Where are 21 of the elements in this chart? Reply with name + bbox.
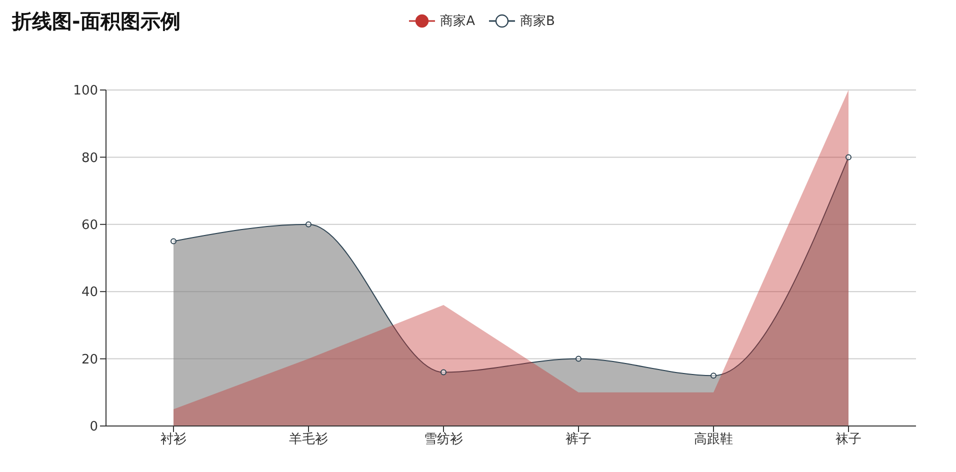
point [846,154,852,160]
x-tick-label: 衬衫 [160,432,186,448]
x-tick-label: 袜子 [836,432,862,448]
y-tick-label: 40 [81,285,98,300]
point [576,356,582,362]
x-tick-label: 雪纺衫 [424,432,463,448]
chart-title: 折线图-面积图示例 [12,8,180,35]
x-tick-label: 高跟鞋 [694,431,733,448]
point [170,238,176,244]
point [306,221,312,228]
point [440,369,446,376]
y-tick-label: 60 [81,218,98,234]
point [710,372,716,379]
x-tick-label: 羊毛衫 [289,432,328,448]
y-tick-label: 80 [81,150,98,166]
legend-label: 商家B [518,13,555,30]
y-tick-label: 0 [90,420,98,435]
y-tick-label: 20 [81,352,98,368]
y-tick-label: 100 [73,84,98,99]
legend-label: 商家A [439,13,475,30]
x-tick-label: 裤子 [566,432,592,448]
